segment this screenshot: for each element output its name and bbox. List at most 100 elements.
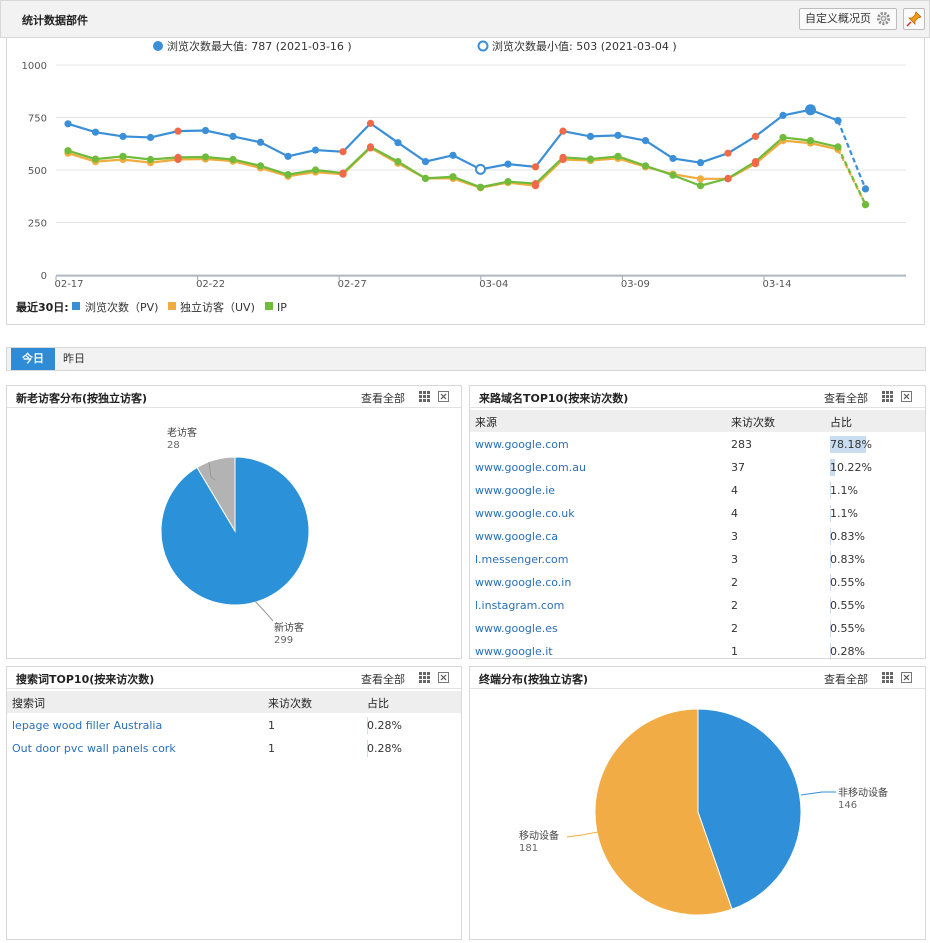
data-point[interactable] — [779, 111, 787, 119]
data-point[interactable] — [421, 158, 430, 166]
data-point[interactable] — [586, 155, 595, 163]
data-point[interactable] — [751, 158, 760, 166]
pv-legend-swatch[interactable] — [72, 302, 80, 310]
domain-link[interactable]: www.google.it — [475, 645, 553, 658]
data-point[interactable] — [201, 153, 210, 161]
domain-link[interactable]: www.google.ie — [475, 484, 556, 497]
domain-link[interactable]: www.google.es — [475, 622, 558, 635]
data-point[interactable] — [669, 154, 677, 163]
data-point[interactable] — [641, 162, 650, 170]
data-point[interactable] — [641, 137, 650, 145]
view-all-link[interactable]: 查看全部 — [361, 673, 405, 686]
data-point[interactable] — [586, 132, 595, 140]
data-point[interactable] — [531, 163, 540, 171]
data-point[interactable] — [339, 148, 347, 156]
view-all-link[interactable]: 查看全部 — [361, 392, 405, 405]
data-point[interactable] — [751, 132, 760, 140]
data-point[interactable] — [229, 132, 237, 140]
pie-slice-old-visitor[interactable] — [196, 456, 236, 533]
data-point[interactable] — [119, 152, 127, 160]
grid-icon[interactable] — [882, 672, 893, 683]
data-point[interactable] — [91, 155, 100, 163]
keyword-link[interactable]: Out door pvc wall panels cork — [12, 742, 176, 755]
data-point[interactable] — [394, 158, 402, 166]
pv-legend-label[interactable]: 浏览次数（PV) — [85, 300, 158, 314]
domain-link[interactable]: www.google.com — [475, 438, 569, 451]
ip-legend-swatch[interactable] — [265, 302, 273, 310]
data-point[interactable] — [421, 174, 430, 182]
data-point[interactable] — [256, 138, 265, 146]
data-point[interactable] — [669, 171, 677, 179]
domain-link[interactable]: www.google.co.uk — [475, 507, 575, 520]
min-legend-marker — [477, 40, 489, 52]
pie-slice-non-mobile[interactable] — [697, 708, 802, 910]
data-point[interactable] — [861, 201, 870, 209]
data-point[interactable] — [696, 175, 705, 183]
uv-legend-label[interactable]: 独立访客（UV) — [180, 300, 255, 314]
uv-legend-swatch[interactable] — [168, 302, 176, 310]
data-point[interactable] — [201, 126, 210, 135]
grid-icon[interactable] — [882, 391, 893, 402]
data-point[interactable] — [146, 133, 155, 142]
data-point[interactable] — [724, 174, 732, 182]
data-point[interactable] — [366, 119, 375, 127]
data-point[interactable] — [229, 155, 237, 164]
data-point[interactable] — [805, 104, 816, 116]
widget-header: 搜索词TOP10(按来访次数) 查看全部 — [7, 667, 461, 689]
grid-icon[interactable] — [419, 391, 430, 402]
data-point[interactable] — [504, 177, 512, 186]
data-point[interactable] — [119, 132, 127, 140]
data-point[interactable] — [779, 133, 787, 142]
pin-button[interactable] — [903, 8, 925, 30]
view-all-link[interactable]: 查看全部 — [824, 673, 868, 686]
data-point[interactable] — [394, 139, 402, 147]
domain-link[interactable]: www.google.com.au — [475, 461, 586, 474]
data-point[interactable] — [284, 152, 292, 160]
data-point[interactable] — [559, 153, 567, 161]
data-point[interactable] — [475, 163, 486, 175]
domain-link[interactable]: www.google.co.in — [475, 576, 572, 589]
data-point[interactable] — [311, 146, 320, 154]
domain-link[interactable]: l.instagram.com — [475, 599, 565, 612]
grid-icon[interactable] — [419, 672, 430, 683]
data-point[interactable] — [504, 160, 512, 168]
data-point[interactable] — [559, 127, 567, 135]
view-all-link[interactable]: 查看全部 — [824, 392, 868, 405]
data-point[interactable] — [256, 162, 265, 170]
data-point[interactable] — [311, 166, 320, 174]
data-point[interactable] — [284, 171, 292, 179]
close-icon[interactable] — [438, 672, 449, 683]
data-point[interactable] — [449, 151, 457, 159]
data-point[interactable] — [696, 159, 705, 167]
data-point[interactable] — [696, 182, 705, 190]
data-point[interactable] — [806, 137, 815, 145]
close-icon[interactable] — [901, 391, 912, 402]
data-point[interactable] — [91, 128, 100, 136]
keyword-link[interactable]: lepage wood filler Australia — [12, 719, 163, 732]
close-icon[interactable] — [901, 672, 912, 683]
data-point[interactable] — [449, 173, 457, 181]
domain-link[interactable]: www.google.ca — [475, 530, 559, 543]
data-point[interactable] — [476, 183, 485, 191]
data-point[interactable] — [834, 117, 842, 125]
close-icon[interactable] — [438, 391, 449, 402]
pie-slice-mobile[interactable] — [594, 708, 733, 916]
domain-link[interactable]: l.messenger.com — [475, 553, 569, 566]
data-point[interactable] — [531, 180, 540, 188]
data-point[interactable] — [64, 120, 72, 128]
tab-today[interactable]: 今日 — [11, 348, 55, 370]
ip-legend-label[interactable]: IP — [277, 301, 287, 314]
data-point[interactable] — [64, 147, 72, 155]
data-point[interactable] — [174, 153, 182, 161]
data-point[interactable] — [614, 152, 622, 160]
data-point[interactable] — [724, 149, 732, 157]
data-point[interactable] — [861, 185, 870, 193]
data-point[interactable] — [339, 169, 347, 177]
data-point[interactable] — [834, 143, 842, 151]
customize-overview-button[interactable]: 自定义概况页 — [799, 8, 897, 30]
data-point[interactable] — [146, 155, 155, 164]
data-point[interactable] — [174, 127, 182, 135]
tab-yesterday[interactable]: 昨日 — [63, 352, 85, 365]
data-point[interactable] — [366, 143, 375, 151]
data-point[interactable] — [614, 131, 622, 139]
